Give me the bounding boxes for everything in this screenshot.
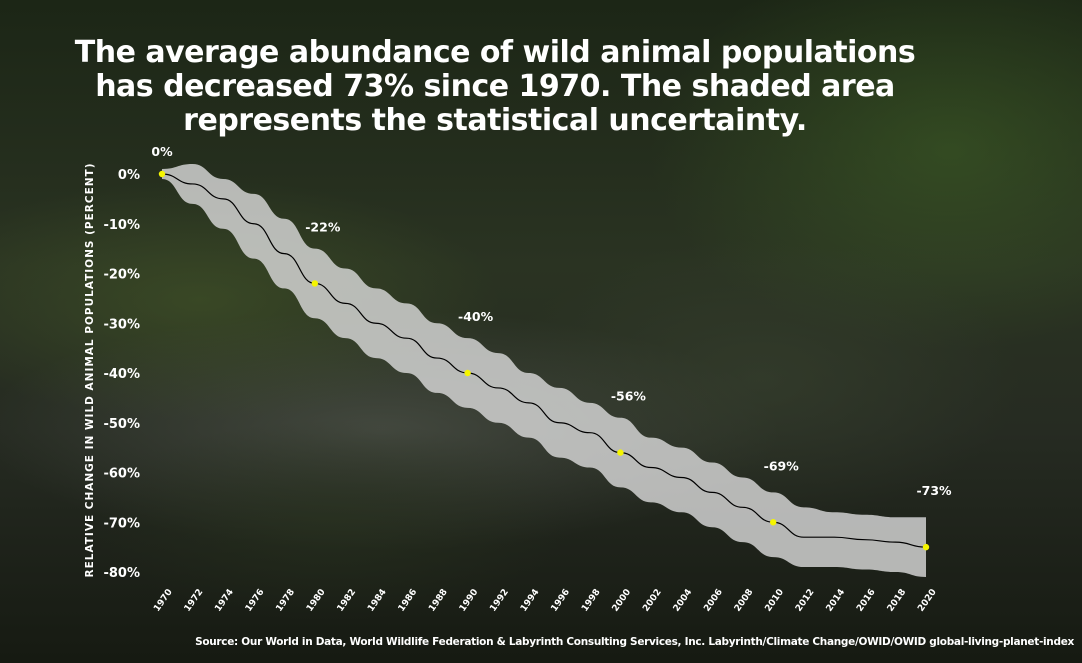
y-tick-label: 0% [118,168,140,183]
x-tick-label: 2014 [825,587,848,613]
data-point-marker [464,369,471,377]
x-tick-label: 2000 [611,587,634,613]
title-line-3: represents the statistical uncertainty. [183,103,807,138]
y-tick-label: -20% [103,268,140,283]
title-line-2: has decreased 73% since 1970. The shaded… [95,69,895,104]
x-tick-label: 1982 [336,587,359,613]
x-tick-label: 1972 [183,587,206,613]
x-tick-label: 2010 [763,587,786,613]
x-tick-label: 1986 [397,587,420,613]
data-label: -73% [916,483,952,498]
title-line-1: The average abundance of wild animal pop… [74,35,916,70]
y-tick-label: -50% [103,417,140,432]
data-point-marker [770,519,777,526]
x-tick-label: 2020 [916,587,939,613]
x-tick-label: 2018 [886,587,909,613]
x-tick-label: 1974 [213,587,236,613]
x-tick-label: 2008 [733,587,756,613]
series-line [161,173,927,548]
y-tick-label: -70% [103,516,140,531]
x-tick-label: 1990 [458,587,481,613]
x-tick-label: 1980 [305,587,328,613]
source-note: Source: Our World in Data, World Wildlif… [195,636,1074,648]
x-tick-label: 1984 [366,587,389,613]
x-tick-label: 1970 [152,587,175,613]
data-label: -69% [764,458,800,473]
y-tick-label: -80% [103,566,140,581]
x-tick-label: 2004 [672,587,695,613]
y-tick-label: -10% [103,218,140,233]
data-point-marker [922,543,930,551]
x-tick-label: 1998 [580,587,603,613]
chart-title: The average abundance of wild animal pop… [0,36,990,138]
x-tick-label: 1992 [488,587,511,613]
x-tick-label: 2006 [702,587,725,613]
data-label: -22% [305,219,341,234]
y-tick-label: -30% [103,317,140,332]
data-label: -40% [458,309,494,324]
x-tick-label: 2016 [855,587,878,613]
y-tick-label: -60% [103,467,140,482]
x-tick-label: 2002 [641,587,664,613]
data-point-marker [617,449,624,456]
y-tick-label: -40% [103,367,140,382]
data-point-marker [158,170,166,178]
x-tick-label: 1994 [519,587,542,613]
uncertainty-band [162,164,926,577]
data-label: 0% [151,144,173,159]
x-tick-label: 1996 [550,587,573,613]
x-tick-label: 2012 [794,587,817,613]
data-point-marker [311,280,318,287]
x-tick-label: 1976 [244,587,267,613]
x-tick-label: 1978 [275,587,298,613]
data-label: -56% [611,389,647,404]
x-tick-label: 1988 [427,587,450,613]
